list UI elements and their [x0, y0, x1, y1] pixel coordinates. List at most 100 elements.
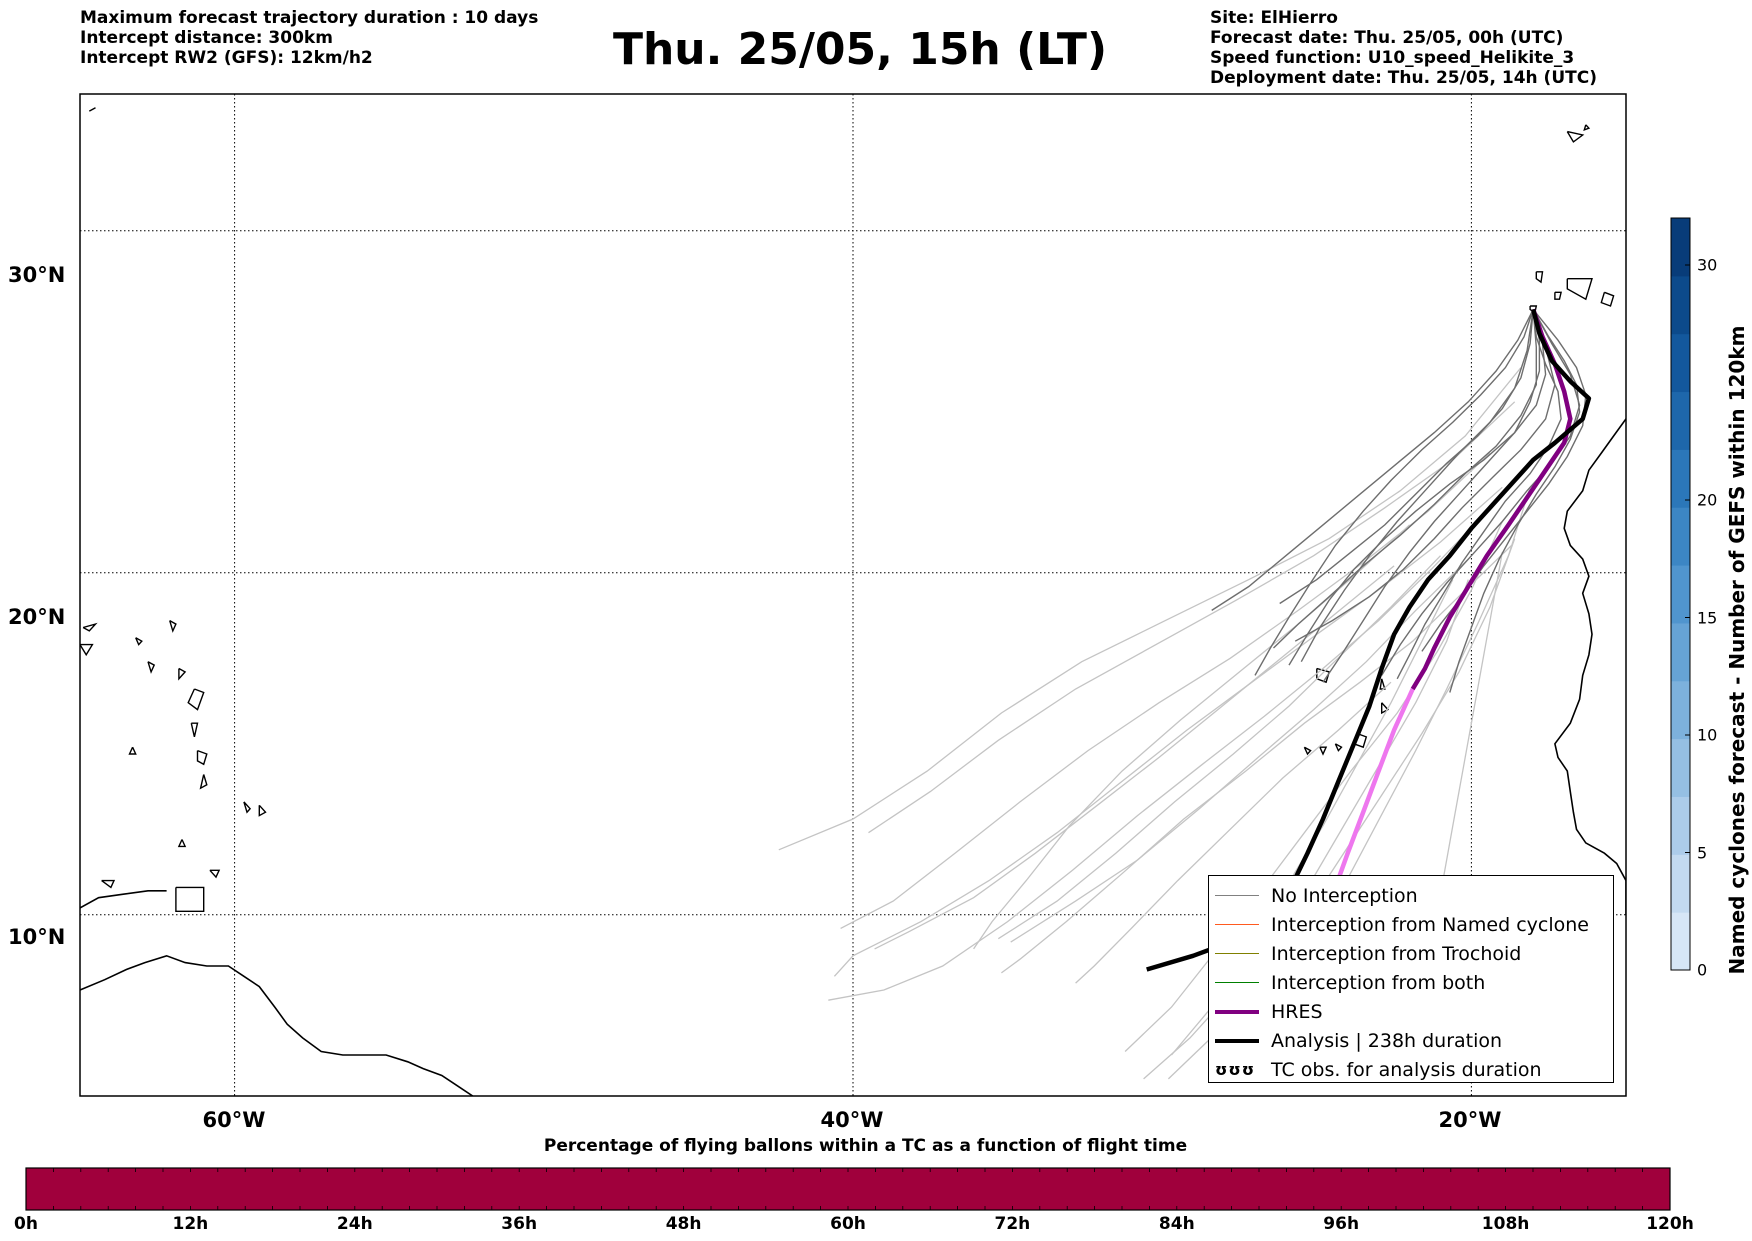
colorbar-segment [1671, 738, 1690, 797]
legend-item-analysis: Analysis | 238h duration [1215, 1026, 1607, 1055]
flight-time-tick-label: 120h [1646, 1214, 1694, 1234]
ensemble-tracks-early [1211, 308, 1587, 693]
legend-label: TC obs. for analysis duration [1271, 1058, 1542, 1081]
flight-time-colorbar [25, 1167, 1671, 1211]
ensemble-track [1211, 309, 1534, 611]
site-text: Site: ElHierro [1210, 8, 1338, 28]
colorbar-tick-label: 20 [1697, 490, 1718, 510]
lon-label-40w: 40°W [820, 1108, 884, 1132]
colorbar-tick-label: 30 [1697, 255, 1718, 275]
island-outline [177, 839, 187, 848]
forecast-date-text: Forecast date: Thu. 25/05, 00h (UTC) [1210, 28, 1564, 48]
island-outline [1642, 272, 1664, 296]
legend-item-hres: HRES [1215, 997, 1607, 1026]
colorbar-segment [1671, 218, 1690, 277]
island-outline [82, 622, 98, 632]
legend-label: No Interception [1271, 884, 1418, 907]
legend-label: HRES [1271, 1000, 1323, 1023]
colorbar-segment [1671, 275, 1690, 335]
island-outline [101, 879, 116, 889]
ensemble-track [1294, 309, 1556, 642]
flight-time-tick-label: 48h [665, 1214, 702, 1234]
colorbar-segment [1671, 796, 1690, 855]
hres-track-late [1333, 688, 1415, 889]
island-outline [1379, 678, 1386, 690]
ensemble-track [1075, 681, 1392, 984]
colorbar-segment [1671, 391, 1690, 450]
island-outline [1303, 746, 1312, 756]
ensemble-track [1322, 309, 1541, 683]
speed-function-text: Speed function: U10_speed_Helikite_3 [1210, 48, 1575, 68]
island-outline [1381, 702, 1390, 715]
max-duration-text: Maximum forecast trajectory duration : 1… [80, 8, 539, 28]
flight-time-bar [25, 1167, 1671, 1211]
legend-item-trochoid: Interception from Trochoid [1215, 939, 1607, 968]
colorbar-segment [1671, 680, 1690, 740]
analysis-track [1146, 308, 1592, 972]
island-outline [258, 804, 267, 817]
colorbar-segment [1671, 507, 1690, 566]
ensemble-track [1273, 309, 1537, 649]
forecast-parameters: Maximum forecast trajectory duration : 1… [80, 8, 538, 68]
island-outline [88, 107, 96, 112]
ensemble-track [1288, 309, 1547, 666]
island-outline [128, 746, 137, 755]
colorbar-tick-label: 5 [1697, 843, 1708, 862]
map-frame [79, 93, 1627, 1097]
flight-time-tick-label: 108h [1481, 1214, 1530, 1234]
colorbar-segment [1671, 912, 1690, 971]
ensemble-track [1279, 309, 1534, 605]
island-outline [196, 749, 208, 766]
legend-line-icon [1215, 924, 1259, 925]
colorbar-segment [1671, 565, 1690, 624]
flight-time-tick-label: 72h [994, 1214, 1031, 1234]
island-outline [243, 801, 252, 814]
main-tracks [1146, 308, 1592, 972]
legend-label: Interception from Named cyclone [1271, 913, 1589, 936]
legend-label: Analysis | 238h duration [1271, 1029, 1503, 1052]
colorbar-segment [1671, 449, 1690, 508]
island-outline [147, 661, 156, 674]
coastlines [80, 107, 1666, 1096]
island-outline [1583, 124, 1591, 132]
lat-label-10n: 10°N [8, 925, 66, 949]
legend-line-icon [1215, 982, 1259, 983]
island-outline [209, 869, 221, 879]
ensemble-track [1001, 544, 1513, 974]
island-outline [169, 619, 177, 633]
island-outline [178, 667, 187, 681]
island-outline [1319, 746, 1328, 756]
island-outline [199, 774, 208, 790]
legend-line-icon [1215, 1038, 1259, 1043]
legend-item-both: Interception from both [1215, 968, 1607, 997]
colorbar-tick-label: 15 [1697, 608, 1718, 627]
legend-line-icon [1215, 953, 1259, 954]
legend-line-icon [1215, 895, 1259, 896]
flight-time-tick-label: 60h [830, 1214, 866, 1234]
ensemble-track [840, 452, 1491, 929]
hres-track [1410, 308, 1573, 691]
flight-time-tick-label: 96h [1323, 1214, 1360, 1234]
legend: No Interception Interception from Named … [1208, 875, 1614, 1083]
colorbar-segment [1671, 622, 1690, 682]
coastline [80, 890, 167, 909]
ensemble-track [1396, 309, 1562, 680]
island-outline [1535, 271, 1544, 284]
site-parameters: Site: ElHierro Forecast date: Thu. 25/05… [1210, 8, 1597, 88]
legend-item-tc-obs: ʊʊʊ TC obs. for analysis duration [1215, 1055, 1607, 1084]
island-outline [187, 688, 205, 711]
colorbar-tick-label: 10 [1697, 725, 1718, 745]
coastline [80, 954, 474, 1096]
ensemble-track [1381, 309, 1581, 676]
island-outline [1660, 173, 1666, 180]
legend-item-named-cyclone: Interception from Named cyclone [1215, 910, 1607, 939]
deployment-date-text: Deployment date: Thu. 25/05, 14h (UTC) [1210, 68, 1597, 88]
flight-time-tick-label: 84h [1158, 1214, 1195, 1234]
island-outline [80, 643, 94, 657]
colorbar-segment [1671, 854, 1690, 913]
island-outline [135, 637, 143, 646]
colorbar-segment [1671, 333, 1690, 393]
tc-symbol-icon: ʊʊʊ [1215, 1060, 1256, 1079]
intercept-distance-text: Intercept distance: 300km [80, 28, 333, 48]
